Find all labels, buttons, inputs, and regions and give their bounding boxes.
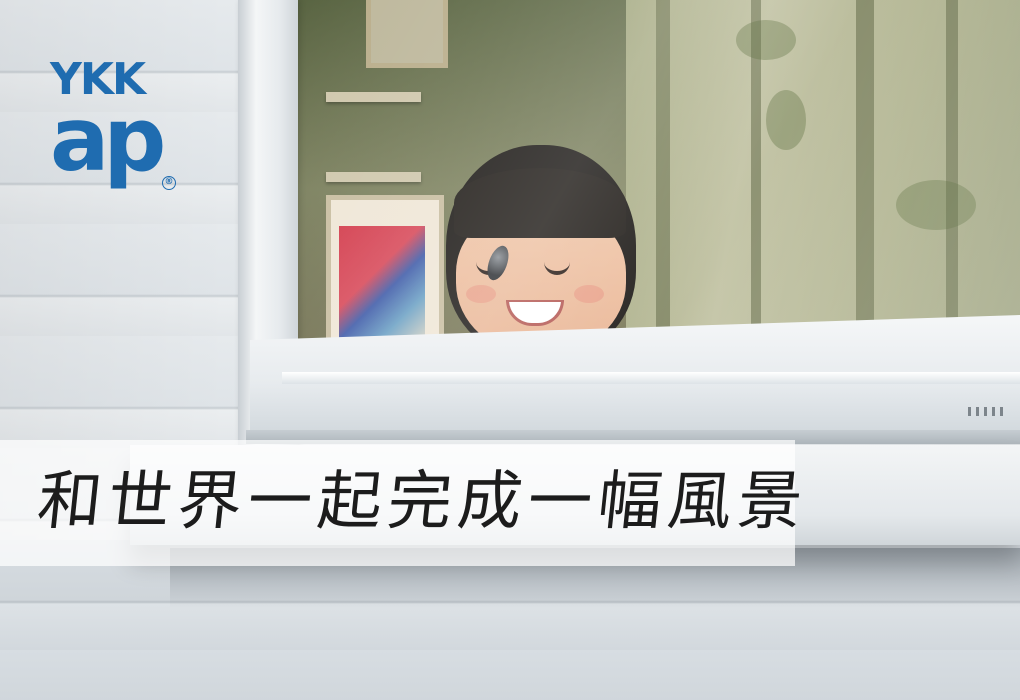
leaf-reflection: [766, 90, 806, 150]
glass-reflection: [296, 0, 1020, 378]
sill-vent: [976, 407, 979, 416]
sill-vent: [968, 407, 971, 416]
logo-text-ykk: YKK: [50, 54, 146, 105]
registered-icon: ®: [162, 176, 176, 190]
shelf: [326, 92, 421, 102]
shelf: [326, 172, 421, 182]
leaf-reflection: [896, 180, 976, 230]
headline-banner: [0, 440, 795, 566]
tree-reflection: [946, 0, 958, 378]
logo-text-ap: ap: [50, 88, 166, 191]
wall-frame-top: [366, 0, 448, 68]
sill-vent: [1000, 407, 1003, 416]
tree-reflection: [856, 0, 874, 378]
girl-eye: [544, 262, 570, 275]
girl-cheek: [466, 285, 496, 303]
headline-text: 和世界一起完成一幅風景: [34, 465, 812, 539]
ykk-ap-logo: YKK ap ®: [50, 58, 182, 190]
tree-reflection: [656, 0, 670, 378]
picture-art: [339, 226, 425, 346]
leaf-reflection: [736, 20, 796, 60]
sill-vent: [984, 407, 987, 416]
window-glass: [296, 0, 1020, 378]
lower-siding: [0, 540, 1020, 700]
girl-cheek: [574, 285, 604, 303]
sill-vent: [992, 407, 995, 416]
tree-reflection: [751, 0, 761, 378]
framed-picture: [326, 195, 444, 365]
sill-lip: [282, 372, 1020, 384]
girl-bangs: [454, 168, 626, 238]
